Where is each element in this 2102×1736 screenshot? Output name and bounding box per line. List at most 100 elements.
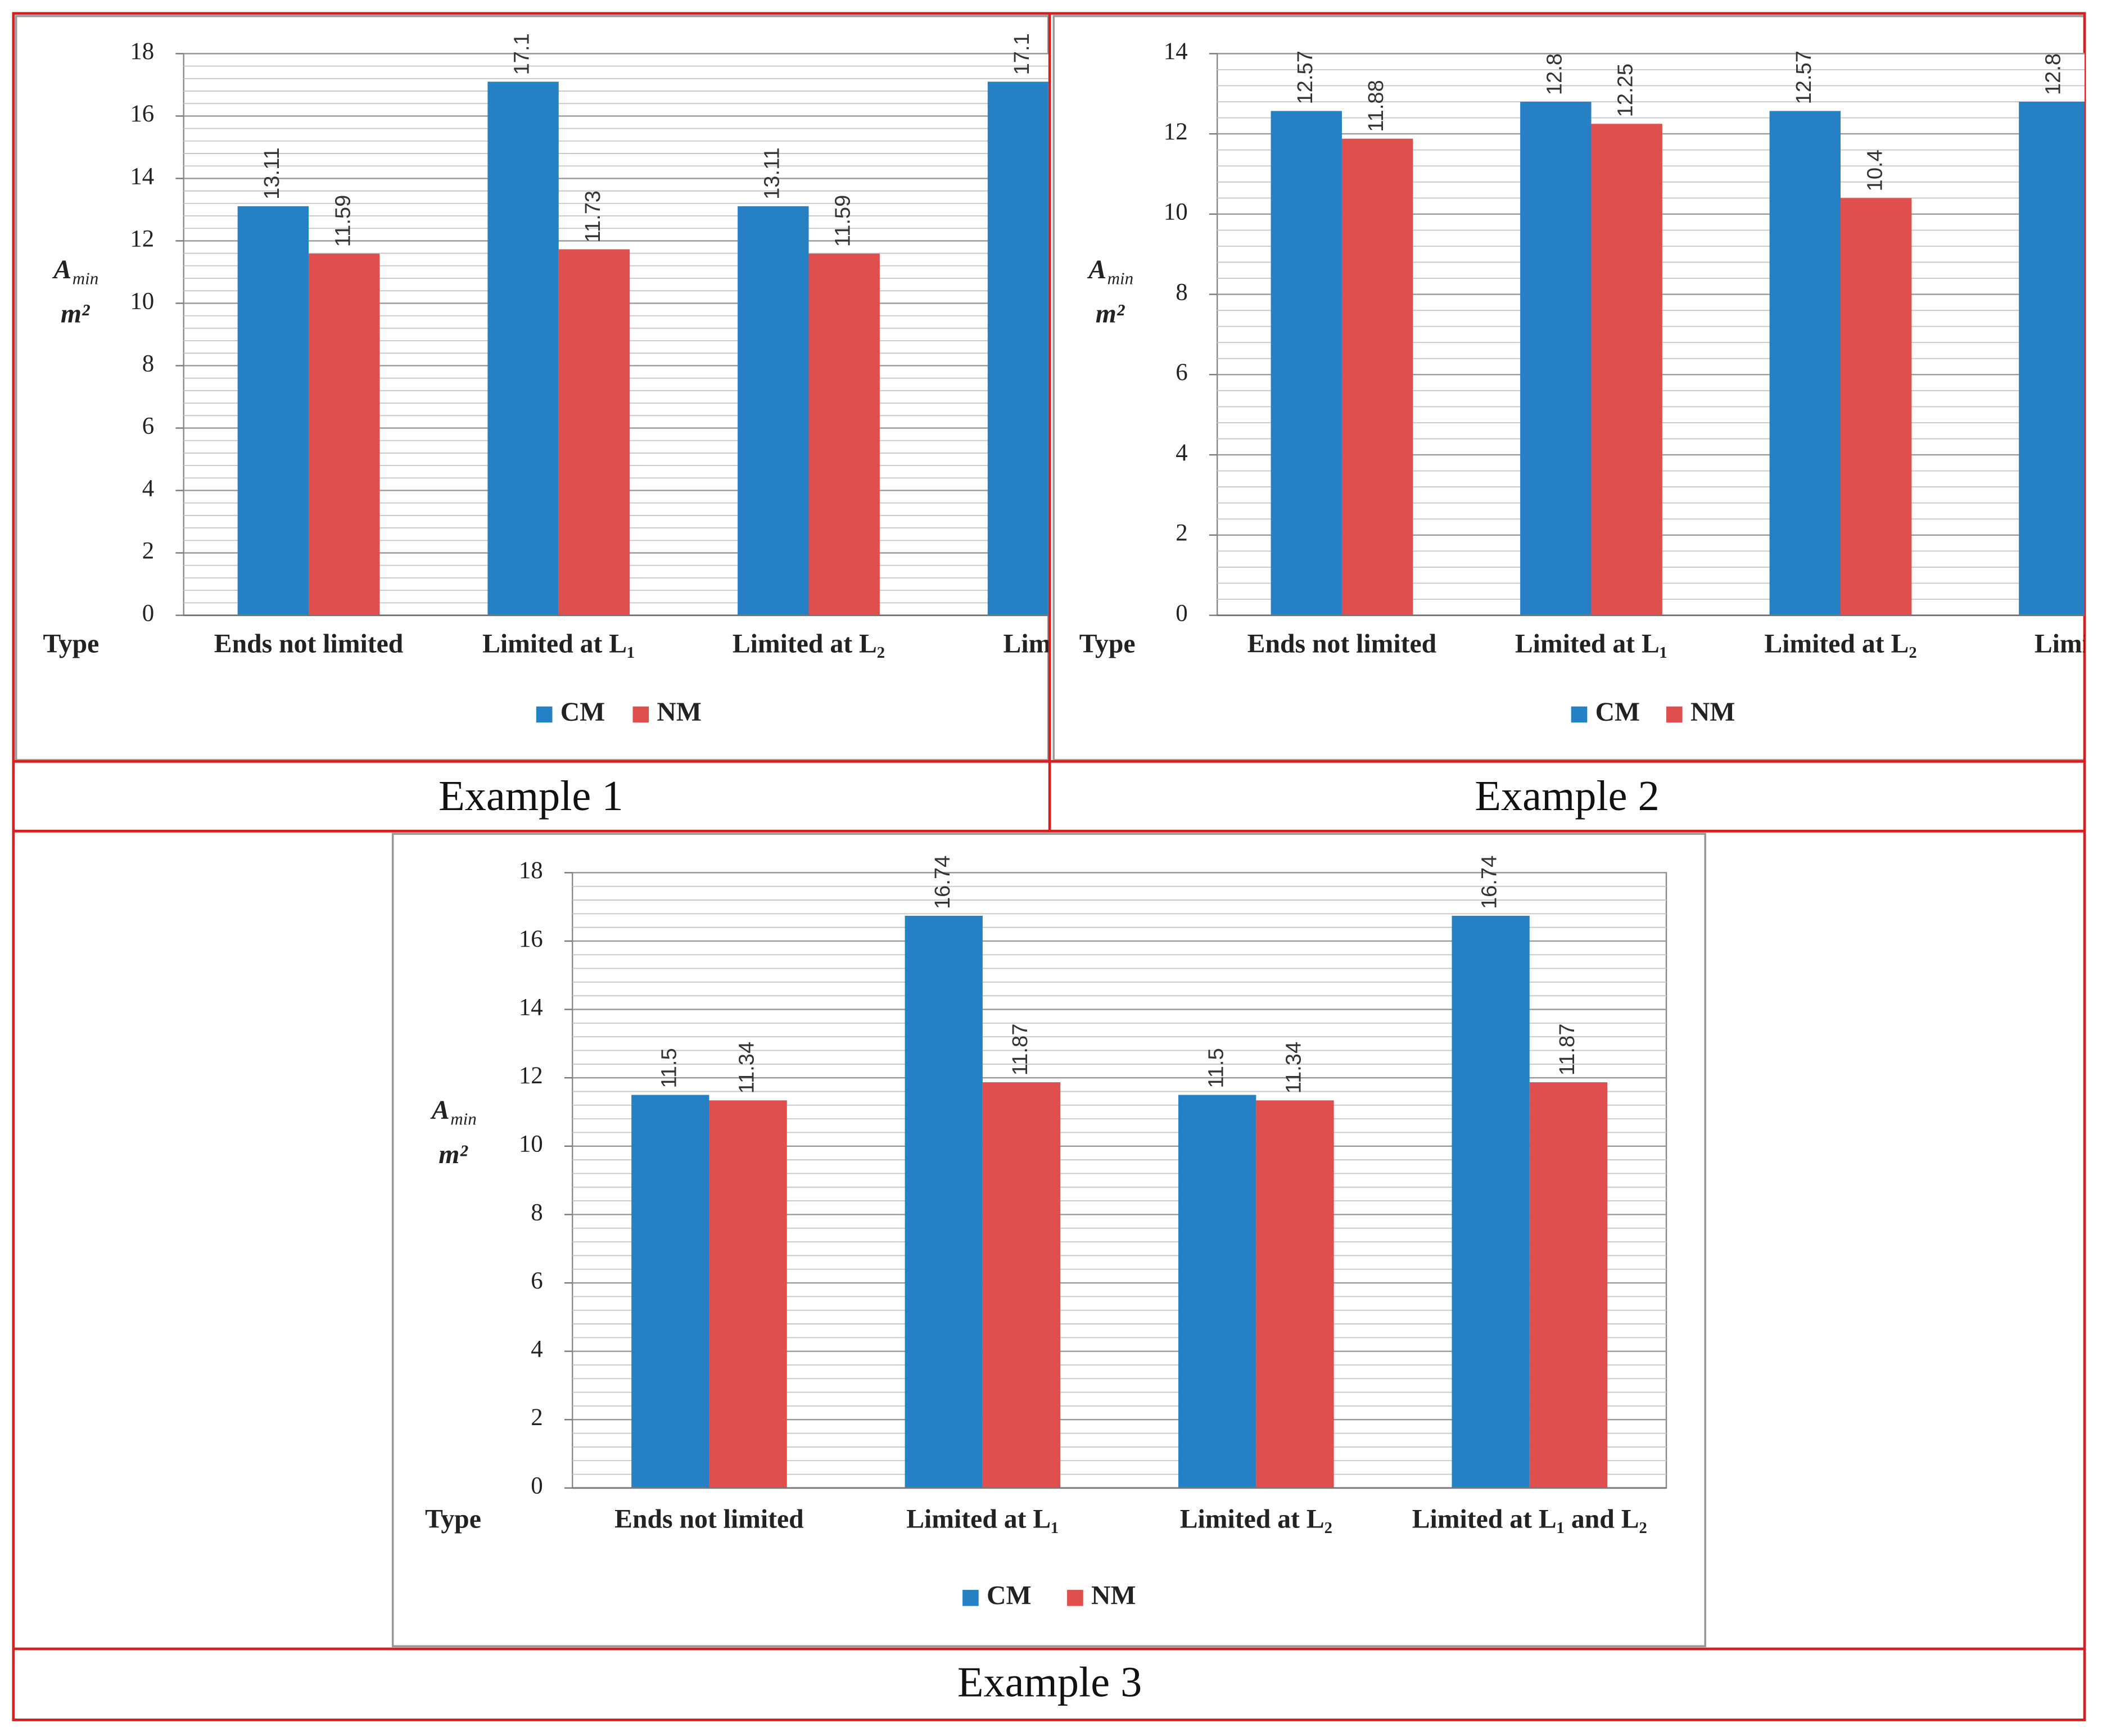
value-label: 11.87 [1008,1024,1032,1076]
x-tick-label: Ends not limited [614,1504,804,1534]
y-tick-label: 4 [1176,440,1187,466]
y-axis-label: A [52,255,71,284]
bar [1452,915,1530,1488]
y-tick-label: 18 [519,857,543,884]
y-tick-label: 0 [142,600,154,626]
caption: Example 1 [439,772,623,820]
value-label: 11.5 [657,1048,681,1088]
y-tick-label: 2 [531,1404,543,1431]
value-label: 11.34 [1282,1042,1306,1094]
bar [2019,102,2085,616]
legend-swatch [1067,1590,1083,1606]
bar [487,82,559,616]
x-tick-label: Limited at L₁ [1515,629,1667,658]
y-tick-label: 6 [1176,359,1187,386]
caption: Example 2 [1475,772,1659,820]
bar [808,254,880,616]
x-tick-label: Ends not limited [214,629,404,658]
bar [558,249,630,616]
y-axis-label-subscript: min [1107,268,1133,288]
value-label: 16.74 [1477,856,1502,909]
y-tick-label: 6 [531,1268,543,1294]
value-label: 17.1 [510,33,534,75]
bar [1769,111,1841,616]
value-label: 11.87 [1555,1024,1579,1076]
y-tick-label: 4 [142,475,154,501]
legend-label: NM [657,698,701,727]
x-tick-label: Limited at L₁ [482,629,635,658]
table-border [12,12,2086,1721]
legend-swatch [1666,706,1683,723]
x-axis-label: Type [43,629,99,658]
y-tick-label: 14 [519,994,543,1020]
value-label: 16.74 [930,856,955,909]
value-label: 11.59 [331,195,355,247]
y-tick-label: 14 [1164,38,1188,65]
value-label: 12.8 [1542,53,1566,95]
x-axis-label: Type [425,1504,481,1534]
bar [237,206,309,616]
x-tick-label: Ends not limited [1247,629,1437,658]
y-tick-label: 4 [531,1336,543,1362]
value-label: 12.57 [1792,51,1816,104]
x-axis-label: Type [1079,629,1136,658]
bar [631,1095,709,1488]
value-label: 10.4 [1863,150,1887,191]
y-tick-label: 8 [531,1199,543,1226]
x-tick-label: Limited at L₁ [906,1504,1059,1534]
value-label: 12.8 [2041,53,2065,95]
y-tick-label: 0 [1176,600,1187,626]
x-tick-label: Limited at L₁ and L₂ [1412,1504,1647,1534]
legend-label: CM [987,1581,1031,1610]
chart: 0 2 4 6 8 10 12 14 16 18 Ends not limited 13.11 11.5… [43,33,1115,727]
y-axis-unit: m² [61,300,91,329]
legend-label: NM [1690,698,1735,727]
x-tick-label: Limited at L₂ [1180,1504,1332,1534]
value-label: 13.11 [260,147,284,200]
y-axis-label-subscript: min [73,268,98,288]
value-label: 11.34 [735,1042,759,1094]
x-tick-label: Limited a [1003,629,1115,658]
bar [905,915,983,1488]
bar [1271,111,1342,616]
legend-label: CM [560,698,605,727]
bar [1591,124,1662,616]
bar [309,254,380,616]
bar [1178,1095,1256,1488]
y-tick-label: 2 [142,537,154,564]
y-tick-label: 10 [519,1131,543,1158]
y-tick-label: 8 [1176,279,1187,305]
bar [1529,1082,1608,1488]
value-label: 12.57 [1293,51,1317,104]
legend-swatch [536,706,553,723]
y-axis-label: A [1087,255,1106,284]
legend-swatch [962,1590,979,1606]
y-axis-unit: m² [1096,300,1125,329]
value-label: 13.11 [760,147,784,200]
x-tick-label: Limited at L₂ [733,629,885,658]
chart: 0 2 4 6 8 10 12 14 Ends not limited 12.57 11.88 Lim… [1079,38,2102,727]
y-tick-label: 16 [130,101,154,127]
y-tick-label: 16 [519,926,543,952]
value-label: 17.1 [1010,33,1034,75]
bar [1520,102,1592,616]
x-tick-label: Limited a [2035,629,2102,658]
chart-frame [391,833,1706,1648]
y-tick-label: 10 [130,288,154,314]
value-label: 11.73 [581,191,605,243]
legend-swatch [1571,706,1588,723]
bar [1841,198,1912,616]
value-label: 11.88 [1364,80,1388,132]
x-tick-label: Limited at L₂ [1764,629,1916,658]
y-tick-label: 2 [1176,520,1187,546]
bar [709,1100,787,1488]
y-tick-label: 6 [142,413,154,439]
legend-label: NM [1091,1581,1136,1610]
y-tick-label: 18 [130,38,154,65]
y-tick-label: 10 [1164,199,1188,225]
value-label: 12.25 [1613,64,1638,117]
y-axis-label-subscript: min [450,1109,476,1129]
bar [1341,138,1413,616]
value-label: 11.59 [831,195,855,247]
